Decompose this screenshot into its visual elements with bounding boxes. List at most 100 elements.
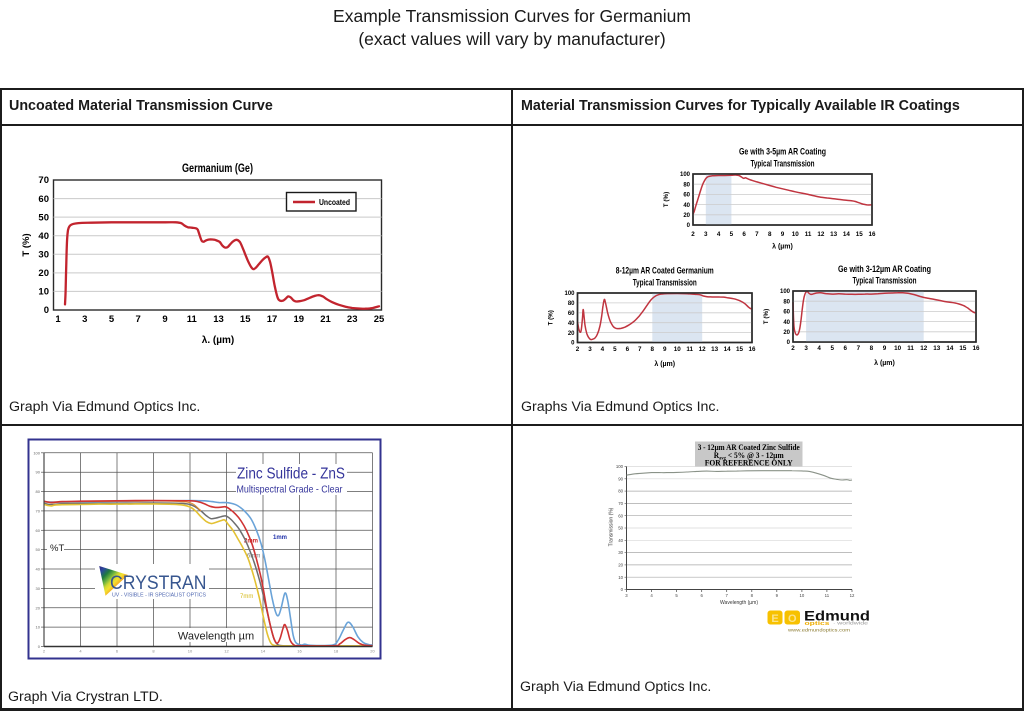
- svg-text:80: 80: [36, 489, 41, 494]
- svg-text:11: 11: [825, 593, 830, 598]
- svg-text:8: 8: [751, 593, 754, 598]
- svg-text:14: 14: [946, 345, 954, 352]
- svg-text:4: 4: [817, 345, 821, 352]
- svg-text:9: 9: [883, 345, 887, 352]
- svg-text:25: 25: [374, 314, 385, 325]
- svg-text:16: 16: [748, 346, 756, 353]
- svg-text:· worldwide: · worldwide: [833, 621, 869, 626]
- svg-text:UV - VISIBLE - IR SPECIALIST O: UV - VISIBLE - IR SPECIALIST OPTICS: [112, 593, 207, 599]
- svg-text:80: 80: [568, 301, 575, 307]
- svg-text:9: 9: [162, 314, 167, 325]
- svg-text:7: 7: [136, 314, 141, 325]
- svg-text:6: 6: [626, 346, 630, 353]
- svg-text:3: 3: [82, 314, 87, 325]
- svg-text:19: 19: [294, 314, 305, 325]
- svg-text:70: 70: [618, 501, 623, 506]
- svg-text:λ (µm): λ (µm): [772, 243, 793, 251]
- svg-text:11: 11: [907, 345, 914, 352]
- svg-text:17: 17: [267, 314, 278, 325]
- svg-text:T (%): T (%): [763, 309, 770, 324]
- svg-text:12: 12: [699, 346, 707, 353]
- svg-text:100: 100: [616, 464, 624, 469]
- svg-text:20: 20: [568, 331, 575, 337]
- svg-text:70: 70: [38, 175, 49, 186]
- svg-text:100: 100: [680, 172, 691, 178]
- svg-text:7mm: 7mm: [240, 594, 253, 600]
- svg-text:60: 60: [618, 513, 623, 518]
- svg-text:15: 15: [959, 345, 967, 352]
- svg-text:Edmund: Edmund: [804, 609, 870, 624]
- svg-text:80: 80: [618, 489, 623, 494]
- svg-text:FOR REFERENCE ONLY: FOR REFERENCE ONLY: [705, 458, 794, 468]
- svg-text:1mm: 1mm: [273, 535, 287, 541]
- svg-text:Transmission (%): Transmission (%): [609, 507, 615, 546]
- svg-text:7: 7: [726, 593, 729, 598]
- svg-text:50: 50: [38, 212, 49, 223]
- svg-text:2: 2: [43, 649, 46, 654]
- svg-text:4: 4: [79, 649, 82, 654]
- svg-text:13: 13: [933, 345, 941, 352]
- svg-text:5: 5: [730, 231, 734, 238]
- svg-text:4: 4: [601, 346, 605, 353]
- svg-text:10: 10: [38, 287, 49, 298]
- svg-text:5: 5: [109, 314, 115, 325]
- svg-text:14: 14: [261, 649, 266, 654]
- svg-text:www.edmundoptics.com: www.edmundoptics.com: [788, 628, 850, 633]
- svg-text:5: 5: [830, 345, 834, 352]
- svg-text:0: 0: [687, 223, 691, 229]
- svg-text:18: 18: [334, 649, 339, 654]
- svg-text:Wavelength (µm): Wavelength (µm): [720, 600, 758, 606]
- svg-text:80: 80: [783, 299, 790, 305]
- svg-text:5: 5: [613, 346, 617, 353]
- svg-text:3: 3: [625, 593, 628, 598]
- svg-text:Uncoated: Uncoated: [319, 198, 350, 207]
- svg-text:0: 0: [571, 341, 575, 347]
- svg-text:0: 0: [38, 644, 41, 649]
- svg-text:0: 0: [787, 340, 791, 346]
- svg-text:80: 80: [683, 182, 690, 188]
- svg-text:8: 8: [651, 346, 655, 353]
- svg-text:13: 13: [711, 346, 719, 353]
- svg-text:60: 60: [568, 311, 575, 317]
- svg-text:T (%): T (%): [663, 192, 670, 207]
- svg-text:10: 10: [188, 649, 193, 654]
- svg-text:optics: optics: [805, 621, 830, 627]
- svg-text:40: 40: [783, 320, 790, 326]
- svg-text:E: E: [771, 613, 778, 625]
- svg-text:14: 14: [843, 231, 851, 238]
- svg-text:8: 8: [870, 345, 874, 352]
- svg-text:T (%): T (%): [21, 233, 32, 256]
- svg-text:100: 100: [564, 291, 575, 297]
- svg-text:10: 10: [36, 625, 41, 630]
- svg-text:7: 7: [638, 346, 642, 353]
- svg-text:40: 40: [683, 203, 690, 209]
- svg-text:6: 6: [116, 649, 119, 654]
- svg-text:8-12µm AR Coated Germanium: 8-12µm AR Coated Germanium: [616, 266, 714, 276]
- svg-text:9: 9: [776, 593, 779, 598]
- svg-text:6mm: 6mm: [247, 554, 260, 560]
- svg-text:14: 14: [724, 346, 732, 353]
- svg-text:16: 16: [972, 345, 980, 352]
- svg-text:11: 11: [805, 231, 812, 238]
- svg-text:Zinc Sulfide - ZnS: Zinc Sulfide - ZnS: [237, 466, 345, 483]
- svg-text:Ge with 3-12µm AR Coating: Ge with 3-12µm AR Coating: [838, 264, 931, 274]
- svg-text:90: 90: [618, 476, 623, 481]
- svg-text:21: 21: [320, 314, 331, 325]
- svg-text:12: 12: [920, 345, 928, 352]
- svg-text:2: 2: [576, 346, 580, 353]
- svg-text:11: 11: [686, 346, 693, 353]
- svg-text:Ge with 3-5µm AR Coating: Ge with 3-5µm AR Coating: [739, 147, 826, 157]
- svg-text:16: 16: [297, 649, 302, 654]
- svg-text:20: 20: [783, 330, 790, 336]
- svg-text:10: 10: [618, 575, 623, 580]
- svg-text:60: 60: [38, 194, 49, 205]
- svg-text:0: 0: [44, 305, 49, 316]
- svg-text:12: 12: [850, 593, 855, 598]
- svg-text:2: 2: [691, 231, 695, 238]
- svg-text:λ (µm): λ (µm): [654, 360, 675, 368]
- svg-text:12: 12: [817, 231, 825, 238]
- svg-text:20: 20: [370, 649, 375, 654]
- svg-text:70: 70: [36, 508, 41, 513]
- svg-text:40: 40: [568, 321, 575, 327]
- svg-text:13: 13: [830, 231, 838, 238]
